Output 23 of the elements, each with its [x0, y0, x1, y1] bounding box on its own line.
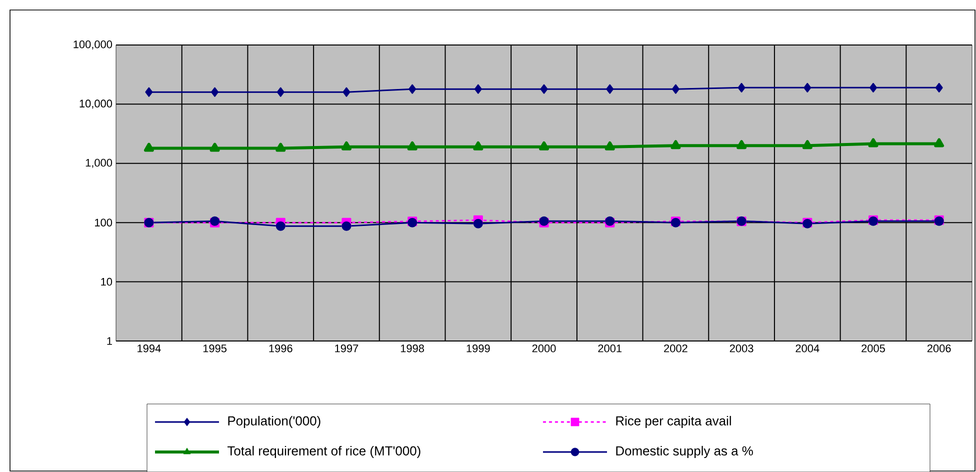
- x-tick-label: 2004: [796, 344, 820, 352]
- x-tick-label: 2000: [532, 344, 556, 352]
- legend-label: Rice per capita avail: [616, 416, 731, 428]
- x-tick-label: 1994: [138, 344, 161, 352]
- y-tick-label: 100,000: [74, 40, 112, 50]
- x-tick-label: 2003: [730, 344, 754, 352]
- legend-label: Domestic supply as a %: [616, 446, 753, 458]
- x-tick-label: 2006: [927, 344, 951, 352]
- y-tick-label: 1,000: [86, 158, 112, 168]
- y-tick-label: 10,000: [80, 100, 112, 109]
- x-tick-label: 1997: [335, 344, 358, 352]
- y-tick-label: 10: [101, 278, 112, 286]
- x-tick-label: 1998: [400, 344, 424, 352]
- x-tick-label: 2002: [664, 344, 688, 352]
- x-tick-label: 1999: [466, 344, 490, 352]
- x-tick-label: 2001: [598, 344, 622, 352]
- y-tick-label: 1: [107, 337, 112, 345]
- y-tick-label: 100: [95, 218, 112, 226]
- legend-label: Population('000): [228, 416, 320, 428]
- x-tick-label: 1995: [203, 344, 226, 352]
- x-tick-label: 1996: [269, 344, 292, 352]
- x-tick-label: 2005: [862, 344, 885, 352]
- legend-label: Total requirement of rice (MT'000): [228, 446, 420, 458]
